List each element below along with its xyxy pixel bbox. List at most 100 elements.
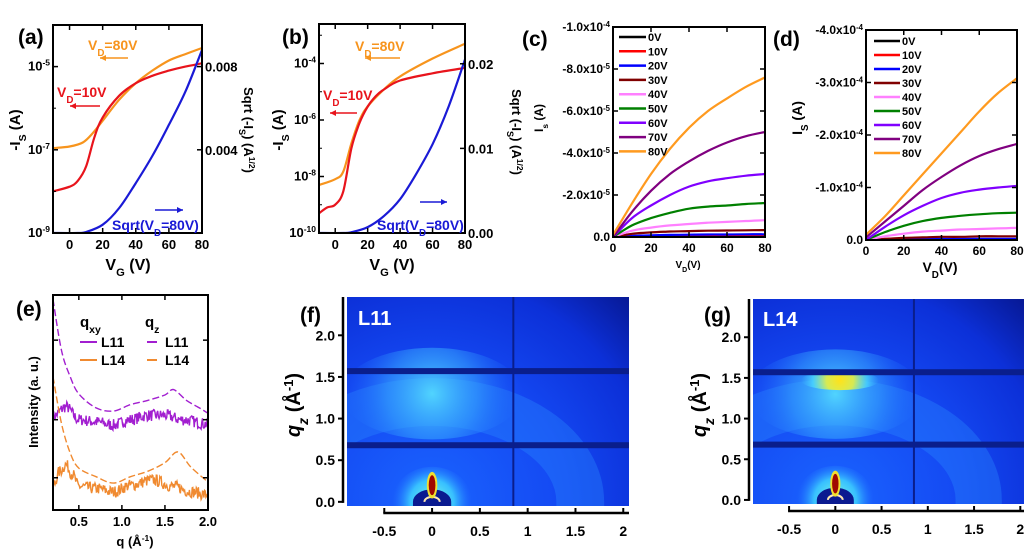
y-tick-label-part: -4: [856, 180, 864, 189]
panel-label: (f): [300, 304, 321, 327]
y-axis-title-part: -I: [270, 141, 287, 150]
y-tick-label-part: -4: [856, 128, 864, 137]
x-axis-title-part: ): [149, 534, 153, 549]
annotation-label-part: Sqrt(V: [377, 217, 420, 233]
panel-label: (e): [16, 298, 42, 321]
y-tick-label-part: -8: [308, 167, 316, 177]
plot-frame: [318, 23, 466, 234]
y-tick-label: 1.0: [722, 411, 742, 427]
giwaxs-image: [753, 299, 1024, 504]
legend-label: 50V: [902, 106, 922, 118]
sample-label: L14: [763, 309, 798, 331]
y2-tick-label: 0.01: [468, 141, 493, 156]
y-tick-label: -8.0x10-5: [562, 62, 610, 77]
annotation-label-part: D: [154, 228, 161, 239]
legend-label: 70V: [648, 132, 668, 144]
y-axis-title-part: (A): [7, 109, 24, 134]
y-axis-title-part: I: [532, 129, 546, 132]
panel-c: 0 20 40 60 800.0-2.0x10-5-4.0x10-5-6.0x10-5-…: [522, 20, 772, 274]
x-axis-title: VG (V): [369, 257, 414, 279]
x-tick-label: 0: [428, 523, 436, 539]
legend-header-qz-part: z: [154, 324, 159, 336]
x-tick-label: -0.5: [372, 523, 396, 539]
legend-label: 20V: [648, 61, 668, 73]
annotation-label: Sqrt(VD=80V): [112, 217, 199, 239]
y-axis-title-part: I: [789, 131, 805, 135]
series-line-60v: [613, 172, 765, 237]
y-tick-label: 2.0: [722, 329, 742, 345]
y-tick-label-part: 10: [294, 168, 308, 183]
y-tick-label: -2.0x10-4: [815, 128, 863, 143]
legend-header-qxy-part: xy: [89, 324, 101, 336]
series-line-50v: [613, 201, 765, 237]
x-axis-title-part: G: [380, 267, 389, 279]
x-tick-label: 0: [863, 244, 870, 258]
y-axis-title-part: q: [689, 425, 711, 437]
annotation-label-part: D: [97, 48, 104, 59]
panel-d: 0 20 40 60 800.0-1.0x10-4-2.0x10-4-3.0x10-4-…: [773, 23, 1024, 281]
series-group: [613, 76, 765, 237]
x-axis-title: q (Å-1): [116, 533, 153, 549]
y-axis-title-part: ): [283, 373, 305, 380]
x-axis-title-part: (V): [125, 257, 151, 274]
legend-label: 40V: [648, 89, 668, 101]
y2-axis-title-part: 1/2: [515, 159, 525, 171]
series-line-80v: [613, 76, 765, 236]
y-tick-label: 10-4: [294, 54, 316, 70]
panel-label: (c): [522, 28, 548, 51]
panel-label: (g): [704, 304, 731, 327]
annotation-label-part: D: [332, 98, 339, 109]
series-line-l14: [53, 460, 208, 502]
y-tick-label: -6.0x10-5: [562, 104, 610, 119]
y-tick-label: 10-6: [294, 111, 316, 127]
annotation-label: Sqrt(VD=80V): [377, 217, 464, 239]
series-line-40v: [613, 219, 765, 237]
x-tick-label: 20: [360, 237, 374, 252]
annotation-label-part: V: [57, 84, 67, 100]
y-tick-label-part: -1.0x10: [815, 181, 856, 195]
y-tick-label-part: -5: [603, 146, 611, 155]
series-group: [53, 46, 202, 233]
y-tick-label-part: -3.0x10: [815, 76, 856, 90]
y-tick-label: 10-5: [28, 58, 50, 74]
x-tick-label: 1.5: [566, 523, 586, 539]
annotation-label-part: =80V: [104, 37, 138, 53]
y-tick-label: 1.5: [722, 370, 742, 386]
y-tick-label-part: -1.0x10: [562, 20, 603, 34]
x-axis-title-part: V: [369, 257, 380, 274]
x-tick-label: 2: [619, 523, 627, 539]
y-axis-title-part: -1: [687, 380, 702, 392]
x-tick-label: 80: [195, 237, 209, 252]
y-axis-title-part: (Å: [687, 391, 711, 418]
x-axis-title-part: -1: [142, 533, 150, 543]
legend-label: 0V: [902, 36, 916, 48]
y-tick-label: -2.0x10-5: [562, 188, 610, 203]
y-tick-label-part: -2.0x10: [815, 128, 856, 142]
panel-b: 0 20 40 60 8010-1010-810-610-40.000.010.02Sq…: [270, 23, 525, 279]
x-tick-label: 0: [66, 237, 73, 252]
x-axis-title-part: (V): [687, 260, 700, 271]
x-axis-title-part: D: [932, 270, 939, 281]
y-axis-title-part: ): [689, 373, 711, 380]
y-tick-label-part: -4: [308, 54, 316, 64]
legend-label: 60V: [648, 118, 668, 130]
y-tick-label: 10-8: [294, 167, 316, 183]
annotation-label-part: V: [355, 38, 365, 54]
x-axis-title-part: q: [116, 534, 124, 549]
y2-axis-title-part: S: [505, 131, 515, 137]
legend-label: 70V: [902, 134, 922, 146]
plot-frame: [865, 29, 1018, 241]
x-axis-title-part: V: [675, 260, 682, 271]
x-axis-title-part: D: [682, 267, 687, 274]
panel-e: 0.5 1.0 1.5 2.0 (e) q (Å-1) Intensity (a. u.) q…: [16, 294, 217, 549]
y-tick-label-part: -10: [304, 224, 317, 234]
annotation-label-part: V: [88, 37, 98, 53]
x-tick-label: 80: [1010, 244, 1024, 258]
legend-header-qxy-part: q: [80, 314, 89, 331]
series-line-sqrtvd80v: [53, 49, 202, 233]
annotation-label-part: D: [66, 95, 73, 106]
legend-label: 10V: [648, 46, 668, 58]
x-tick-label: 1.5: [156, 514, 174, 529]
